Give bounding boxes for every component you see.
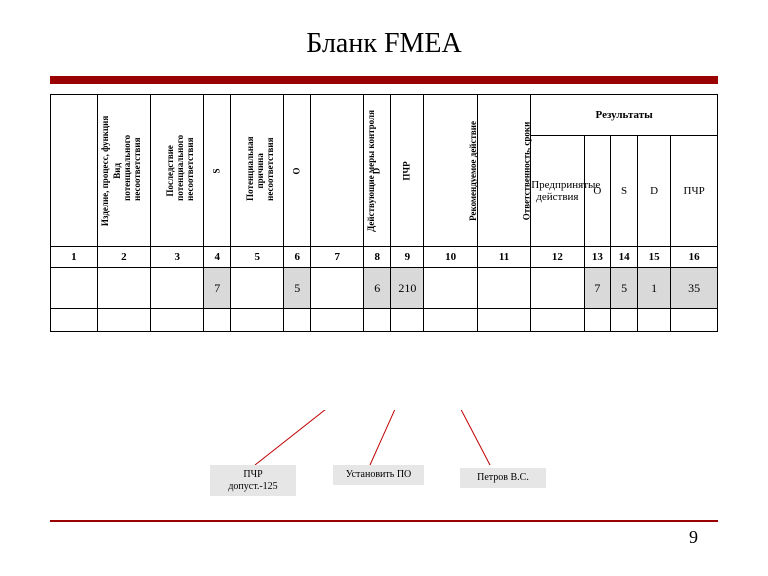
callout-action: Установить ПО [333, 465, 424, 485]
callout-rpn-limit: ПЧР допуст.-125 [210, 465, 296, 496]
accent-bar [50, 76, 718, 84]
coln: 7 [311, 247, 364, 268]
fmea-slide: Бланк FMEA Изделие, процесс, функция Вид… [0, 0, 768, 576]
cell-16-res-rpn: 35 [671, 268, 718, 309]
coln: 8 [364, 247, 391, 268]
cell-4-s: 7 [204, 268, 231, 309]
coln: 15 [637, 247, 670, 268]
cell-9-rpn: 210 [391, 268, 424, 309]
hdr-effect: Последствие потенциального несоответстви… [151, 95, 204, 247]
hdr-s: S [204, 95, 231, 247]
cell-1 [51, 268, 98, 309]
coln: 1 [51, 247, 98, 268]
table-blank-row [51, 309, 718, 332]
table-colnum-row: 1 2 3 4 5 6 7 8 9 10 11 12 13 14 15 16 [51, 247, 718, 268]
cell-14-res-s: 5 [611, 268, 638, 309]
hdr-res-o: O [584, 136, 611, 247]
coln: 11 [477, 247, 530, 268]
coln: 16 [671, 247, 718, 268]
arrow-rpn [255, 410, 340, 465]
callout-responsible: Петров В.С. [460, 468, 546, 488]
cell-15-res-d: 1 [637, 268, 670, 309]
hdr-res-s: S [611, 136, 638, 247]
hdr-controls: Действующие меры контроля [311, 95, 364, 247]
cell-3 [151, 268, 204, 309]
coln: 2 [97, 247, 150, 268]
hdr-o: O [284, 95, 311, 247]
hdr-cause: Потенциальная причина несоответствия [231, 95, 284, 247]
coln: 13 [584, 247, 611, 268]
hdr-rec-action: Рекомендуемое действие [424, 95, 477, 247]
coln: 5 [231, 247, 284, 268]
footer-rule [50, 520, 718, 522]
coln: 10 [424, 247, 477, 268]
cell-2 [97, 268, 150, 309]
cell-12 [531, 268, 584, 309]
blank [51, 309, 98, 332]
coln: 9 [391, 247, 424, 268]
arrow-action [370, 410, 400, 465]
cell-5 [231, 268, 284, 309]
coln: 12 [531, 247, 584, 268]
cell-8-d: 6 [364, 268, 391, 309]
hdr-rpn: ПЧР [391, 95, 424, 247]
coln: 4 [204, 247, 231, 268]
hdr-actions-taken: Предпринятые действия [531, 136, 584, 247]
hdr-item: Изделие, процесс, функция [51, 95, 98, 247]
table-data-row: 7 5 6 210 7 5 1 35 [51, 268, 718, 309]
arrow-responsible [455, 410, 490, 465]
hdr-res-d: D [637, 136, 670, 247]
cell-7 [311, 268, 364, 309]
cell-10 [424, 268, 477, 309]
coln: 3 [151, 247, 204, 268]
cell-13-res-o: 7 [584, 268, 611, 309]
coln: 14 [611, 247, 638, 268]
table-header-row: Изделие, процесс, функция Вид потенциаль… [51, 95, 718, 136]
hdr-res-rpn: ПЧР [671, 136, 718, 247]
fmea-table: Изделие, процесс, функция Вид потенциаль… [50, 94, 718, 332]
cell-11 [477, 268, 530, 309]
page-number: 9 [689, 527, 698, 548]
hdr-results-title: Результаты [531, 95, 718, 136]
coln: 6 [284, 247, 311, 268]
slide-title: Бланк FMEA [50, 28, 718, 60]
cell-6-o: 5 [284, 268, 311, 309]
hdr-responsible: Ответственность, сроки [477, 95, 530, 247]
callouts-layer: ПЧР допуст.-125 Установить ПО Петров В.С… [50, 410, 718, 530]
